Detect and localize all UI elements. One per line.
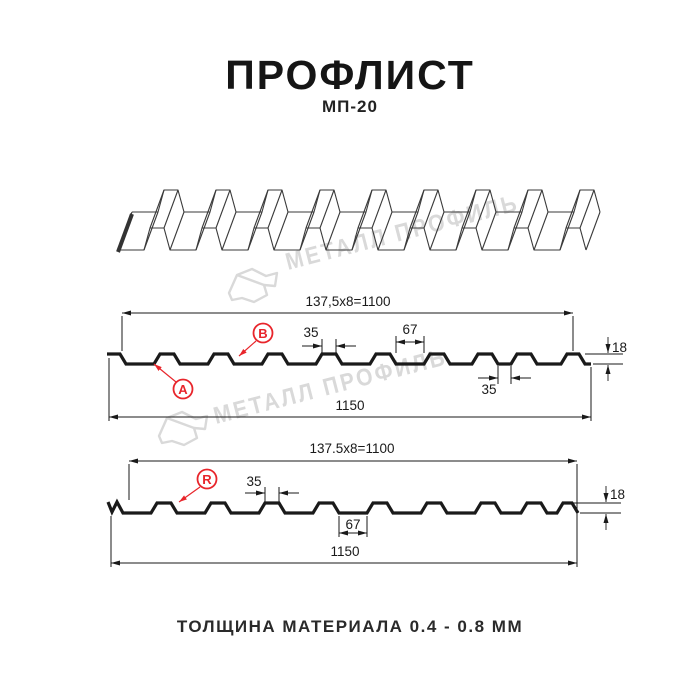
side-label-b: B [258,326,267,341]
side-label-r: R [202,472,212,487]
dim-overall-bottom: 1150 [330,544,359,559]
page-title: ПРОФЛИСТ [225,52,475,98]
dim-rib-width-bottom: 35 [246,474,261,489]
side-label-a: A [178,382,188,397]
label-b-circle [252,322,274,344]
profile-outline [107,352,591,366]
dim-height-bottom: 18 [610,487,625,502]
dim-pitch-top: 137,5x8=1100 [306,294,391,309]
metall-profil-logo-icon [157,410,209,447]
profile-section-bottom: 137.5x8=1100 35 67 1 [106,441,625,567]
label-a-circle [172,378,194,400]
dim-rib-width-top: 35 [303,325,318,340]
profile-outline [106,498,580,516]
dim-height-top: 18 [612,340,627,355]
material-thickness-note: ТОЛЩИНА МАТЕРИАЛА 0.4 - 0.8 ММ [176,617,524,636]
dim-pitch-bottom: 137.5x8=1100 [310,441,395,456]
page-subtitle: МП-20 [322,97,378,116]
dim-groove-width: 35 [481,382,496,397]
label-r-circle [196,468,218,490]
metall-profil-logo-icon [227,267,279,304]
watermark-middle: МЕТАЛЛ ПРОФИЛЬ [157,344,450,447]
dim-valley-width-bottom: 67 [345,517,360,532]
watermark-text: МЕТАЛЛ ПРОФИЛЬ [283,190,522,276]
dim-overall-top: 1150 [335,398,364,413]
corrugated-sheet-3d-view [116,189,601,253]
dim-valley-width-top: 67 [402,322,417,337]
profile-section-top: 137,5x8=1100 35 67 3 [107,294,627,421]
